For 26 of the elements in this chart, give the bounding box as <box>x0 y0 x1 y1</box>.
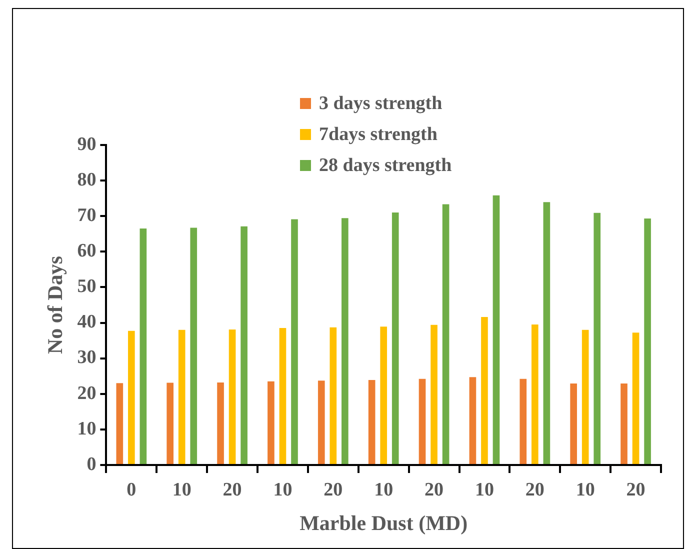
x-tick-label: 10 <box>576 479 595 500</box>
x-tick-label: 0 <box>126 479 136 500</box>
y-tick-label: 10 <box>77 418 96 440</box>
y-tick-label: 20 <box>77 382 96 404</box>
y-tick-label: 40 <box>77 312 96 333</box>
y-tick-label: 60 <box>77 240 96 262</box>
x-tick-label: 20 <box>424 479 444 500</box>
x-axis-title: Marble Dust (MD) <box>300 510 468 535</box>
x-tick-label: 10 <box>273 479 292 500</box>
legend-label: 3 days strength <box>319 92 442 114</box>
x-tick-label: 20 <box>324 479 343 500</box>
x-tick-label: 20 <box>222 479 242 500</box>
y-tick-label: 70 <box>77 205 96 226</box>
x-tick-label: 10 <box>172 479 192 500</box>
x-tick-label: 10 <box>374 479 394 500</box>
x-tick-label: 20 <box>525 479 544 500</box>
y-tick-label: 30 <box>77 347 96 368</box>
legend-label: 7days strength <box>319 124 438 146</box>
x-tick-label: 10 <box>474 479 494 500</box>
legend-label: 28 days strength <box>319 154 452 176</box>
y-tick-label: 0 <box>86 454 96 475</box>
y-tick-label: 80 <box>77 169 96 190</box>
y-tick-label: 50 <box>77 276 96 298</box>
y-tick-label: 90 <box>77 134 96 155</box>
x-tick-label: 20 <box>626 479 646 500</box>
y-axis-title: No of Days <box>43 256 68 354</box>
